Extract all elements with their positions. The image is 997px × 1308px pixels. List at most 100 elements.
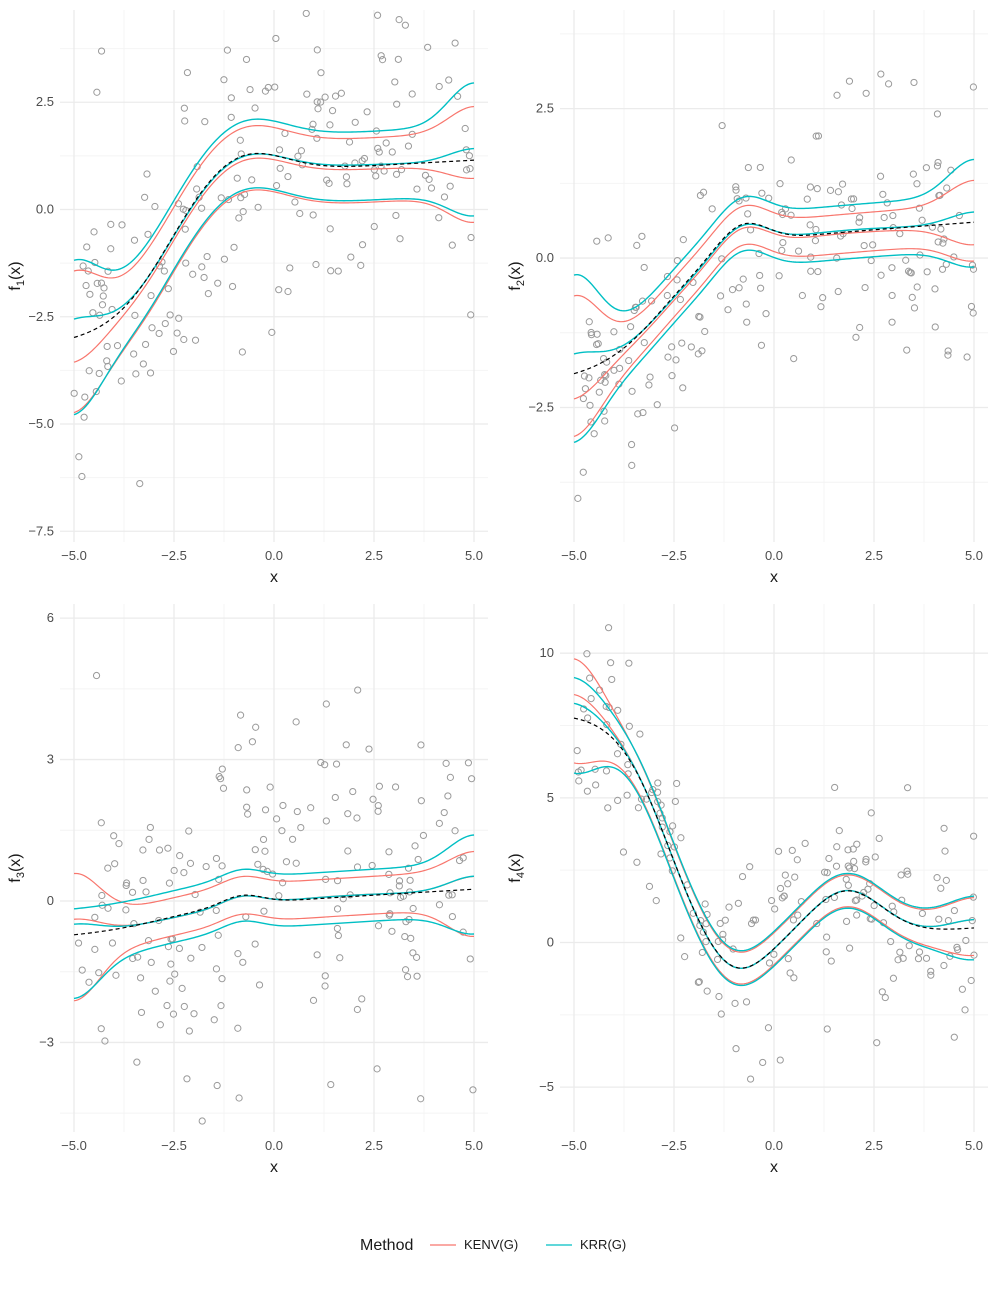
data-point	[189, 270, 197, 278]
legend-title: Method	[360, 1237, 413, 1254]
data-point	[671, 797, 679, 806]
data-point	[187, 954, 195, 962]
data-point	[309, 996, 318, 1004]
data-point	[89, 309, 97, 317]
data-point	[278, 827, 286, 835]
data-point	[234, 1024, 242, 1032]
y-tick-label: 6	[47, 610, 54, 625]
data-point	[915, 948, 924, 956]
data-point	[462, 166, 471, 174]
data-point	[579, 468, 587, 476]
data-point	[292, 859, 300, 867]
data-point	[370, 222, 378, 231]
data-point	[708, 205, 716, 213]
data-point	[623, 791, 631, 799]
data-point	[735, 284, 743, 292]
data-point	[236, 136, 244, 144]
x-tick-label: −5.0	[61, 1138, 87, 1153]
data-point	[333, 924, 342, 933]
data-point	[969, 265, 978, 273]
data-point	[167, 960, 175, 968]
data-point	[663, 272, 672, 281]
data-point	[401, 932, 409, 941]
data-point	[193, 185, 201, 193]
data-point	[128, 888, 137, 896]
data-point	[788, 846, 796, 855]
data-point	[259, 865, 267, 874]
data-point	[968, 261, 977, 269]
y-tick-label: −2.5	[28, 309, 54, 324]
data-point	[941, 847, 949, 855]
data-point	[597, 376, 605, 384]
data-point	[896, 230, 904, 238]
data-point	[779, 238, 787, 247]
data-point	[873, 1039, 881, 1047]
data-point	[409, 949, 417, 957]
data-point	[721, 916, 729, 924]
data-point	[217, 1002, 225, 1010]
data-point	[185, 827, 193, 835]
data-point	[331, 793, 339, 802]
data-point	[108, 939, 117, 947]
data-point	[134, 953, 142, 961]
x-tick-label: 2.5	[365, 548, 383, 563]
data-point	[70, 389, 78, 397]
data-point	[234, 950, 242, 958]
data-point	[146, 823, 154, 832]
data-point	[803, 195, 811, 203]
data-point	[336, 954, 344, 962]
data-point	[327, 267, 335, 275]
legend-label-kenv: KENV(G)	[464, 1237, 518, 1252]
data-point	[633, 858, 641, 866]
data-point	[185, 1027, 193, 1035]
data-point	[333, 905, 342, 913]
data-point	[143, 170, 151, 178]
data-point	[282, 858, 291, 866]
data-point	[358, 995, 366, 1003]
data-point	[791, 873, 799, 881]
data-point	[141, 193, 149, 201]
data-point	[92, 387, 100, 396]
data-point	[147, 291, 155, 300]
true-function-line	[73, 888, 475, 936]
data-point	[717, 1010, 725, 1018]
data-point	[103, 342, 111, 351]
data-point	[326, 121, 334, 129]
data-point	[97, 1025, 105, 1033]
data-point	[294, 152, 302, 160]
data-point	[904, 784, 912, 792]
data-point	[417, 741, 425, 749]
y-tick-label: −5.0	[28, 416, 54, 431]
data-point	[759, 1058, 767, 1067]
data-point	[392, 211, 400, 220]
data-point	[625, 722, 633, 730]
data-point	[86, 290, 94, 298]
data-point	[139, 360, 147, 368]
data-point	[435, 901, 444, 909]
data-point	[169, 347, 178, 356]
data-point	[774, 847, 783, 855]
data-point	[122, 879, 131, 887]
data-point	[307, 804, 315, 812]
data-point	[894, 956, 902, 964]
data-point	[392, 170, 401, 178]
data-point	[743, 318, 751, 326]
data-point	[130, 350, 138, 358]
data-point	[252, 723, 260, 731]
data-point	[775, 272, 783, 280]
x-tick-label: 0.0	[265, 548, 283, 563]
data-point	[467, 233, 475, 242]
data-point	[393, 100, 401, 108]
data-point	[817, 303, 825, 311]
data-point	[794, 247, 803, 255]
data-point	[801, 839, 809, 848]
data-point	[164, 844, 172, 852]
data-point	[183, 68, 192, 77]
data-point	[591, 765, 599, 773]
data-point	[155, 846, 164, 854]
data-point	[85, 367, 93, 375]
data-point	[111, 860, 119, 868]
data-point	[442, 759, 450, 767]
data-point	[942, 876, 950, 884]
data-point	[807, 267, 815, 275]
